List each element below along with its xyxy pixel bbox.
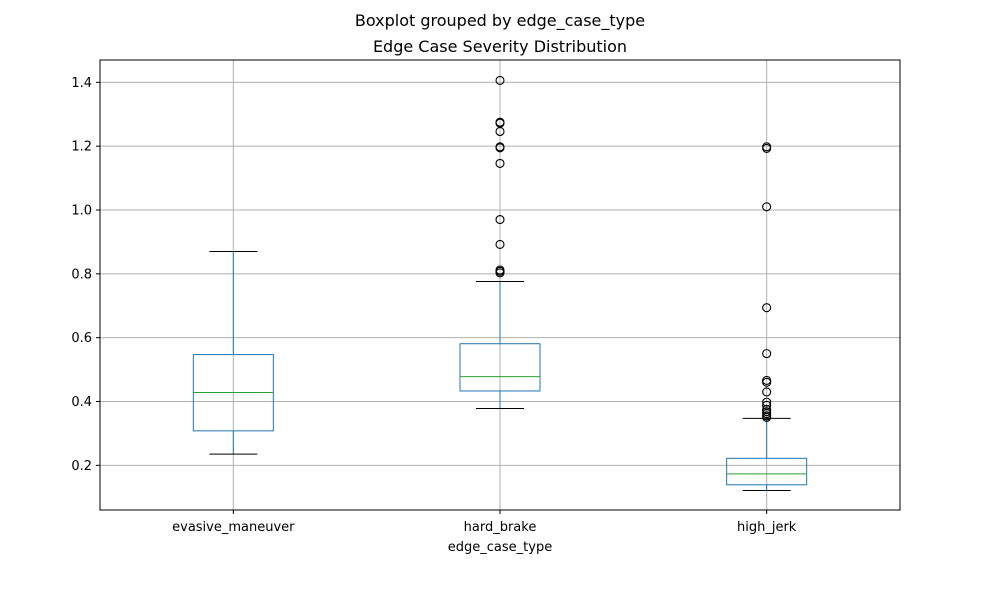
outlier-point	[762, 142, 772, 152]
box-group-evasive_maneuver	[192, 250, 274, 455]
outlier-point	[495, 75, 505, 85]
chart-suptitle: Boxplot grouped by edge_case_type	[355, 11, 645, 31]
outlier-point	[495, 215, 505, 225]
y-tick-label: 1.2	[71, 140, 92, 155]
y-tick-label: 1.4	[71, 76, 92, 91]
box-group-hard_brake	[459, 75, 541, 410]
axis-ticks: 0.2 0.4 0.6 0.8 1.0 1.2 1.4 evasive_maneuver har…	[71, 76, 796, 535]
y-tick-label: 0.6	[71, 331, 92, 346]
y-tick-label: 1.0	[71, 204, 92, 219]
outlier-point	[762, 349, 772, 359]
outlier-point	[495, 158, 505, 168]
iqr-box	[459, 343, 541, 392]
outlier-point	[762, 407, 772, 417]
outlier-point	[762, 397, 772, 407]
x-tick-label: evasive_maneuver	[172, 520, 295, 535]
outlier-point	[495, 117, 505, 127]
outlier-point	[762, 404, 772, 415]
outlier-point	[762, 411, 772, 421]
chart-title: Edge Case Severity Distribution	[373, 37, 627, 56]
outlier-point	[762, 400, 772, 410]
y-tick-label: 0.2	[71, 459, 92, 474]
outlier-point	[495, 265, 505, 275]
outlier-point	[495, 239, 505, 250]
iqr-box	[726, 457, 808, 486]
plot-area	[192, 75, 808, 492]
x-axis-label: edge_case_type	[448, 540, 552, 555]
outlier-point	[762, 375, 772, 385]
y-tick-label: 0.8	[71, 267, 92, 282]
outlier-point	[762, 387, 772, 397]
x-tick-label: high_jerk	[737, 520, 797, 535]
outlier-point	[495, 142, 505, 152]
x-tick-label: hard_brake	[464, 520, 537, 535]
box-group-high_jerk	[726, 142, 808, 492]
outlier-point	[762, 303, 772, 313]
y-tick-label: 0.4	[71, 395, 92, 410]
outlier-point	[762, 202, 772, 212]
